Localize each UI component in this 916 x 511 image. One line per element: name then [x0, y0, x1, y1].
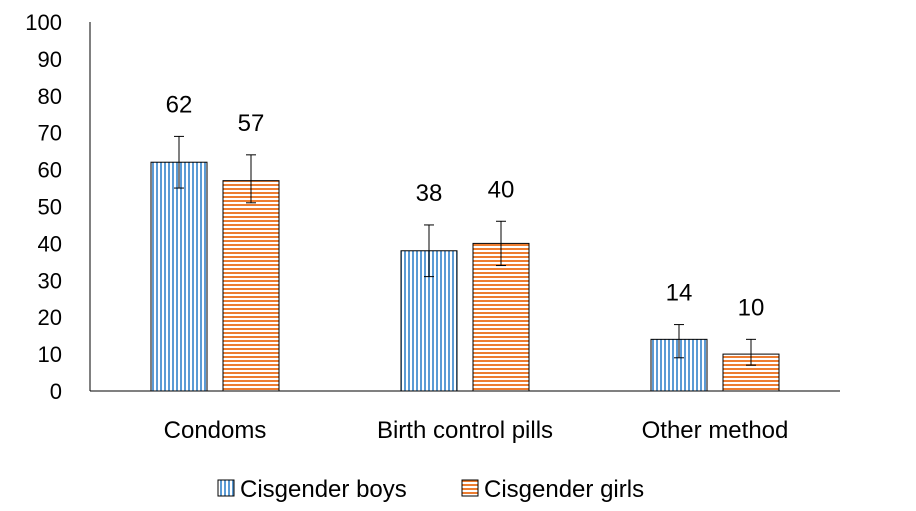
- x-axis-categories: Condoms Birth control pills Other method: [164, 417, 789, 444]
- y-tick-label: 60: [38, 158, 62, 183]
- y-axis: 0 10 20 30 40 50 60 70 80 90 100: [25, 10, 840, 404]
- bar-boys-0: [150, 161, 208, 392]
- legend-swatch-girls: [461, 479, 479, 497]
- x-category-label: Other method: [642, 417, 789, 444]
- data-label: 57: [238, 110, 265, 137]
- y-tick-label: 10: [38, 342, 62, 367]
- y-tick-label: 40: [38, 231, 62, 256]
- legend-label: Cisgender boys: [240, 476, 407, 503]
- y-tick-label: 30: [38, 268, 62, 293]
- bar-girls-1: [472, 242, 530, 392]
- y-tick-label: 100: [25, 10, 62, 35]
- legend: Cisgender boys Cisgender girls: [217, 476, 644, 503]
- data-label: 10: [738, 294, 765, 321]
- y-tick-label: 80: [38, 84, 62, 109]
- data-label: 40: [488, 176, 515, 203]
- y-tick-label: 20: [38, 305, 62, 330]
- bar-girls-0: [222, 180, 280, 392]
- y-tick-label: 0: [50, 379, 62, 404]
- legend-label: Cisgender girls: [484, 476, 644, 503]
- data-label: 38: [416, 180, 443, 207]
- legend-swatch-boys: [217, 479, 235, 497]
- y-tick-label: 50: [38, 195, 62, 220]
- data-label: 14: [666, 280, 693, 307]
- y-tick-label: 70: [38, 121, 62, 146]
- y-tick-label: 90: [38, 47, 62, 72]
- bars: 62 38 14 57 40 10: [150, 91, 780, 392]
- data-label: 62: [166, 91, 193, 118]
- x-category-label: Birth control pills: [377, 417, 553, 444]
- x-category-label: Condoms: [164, 417, 267, 444]
